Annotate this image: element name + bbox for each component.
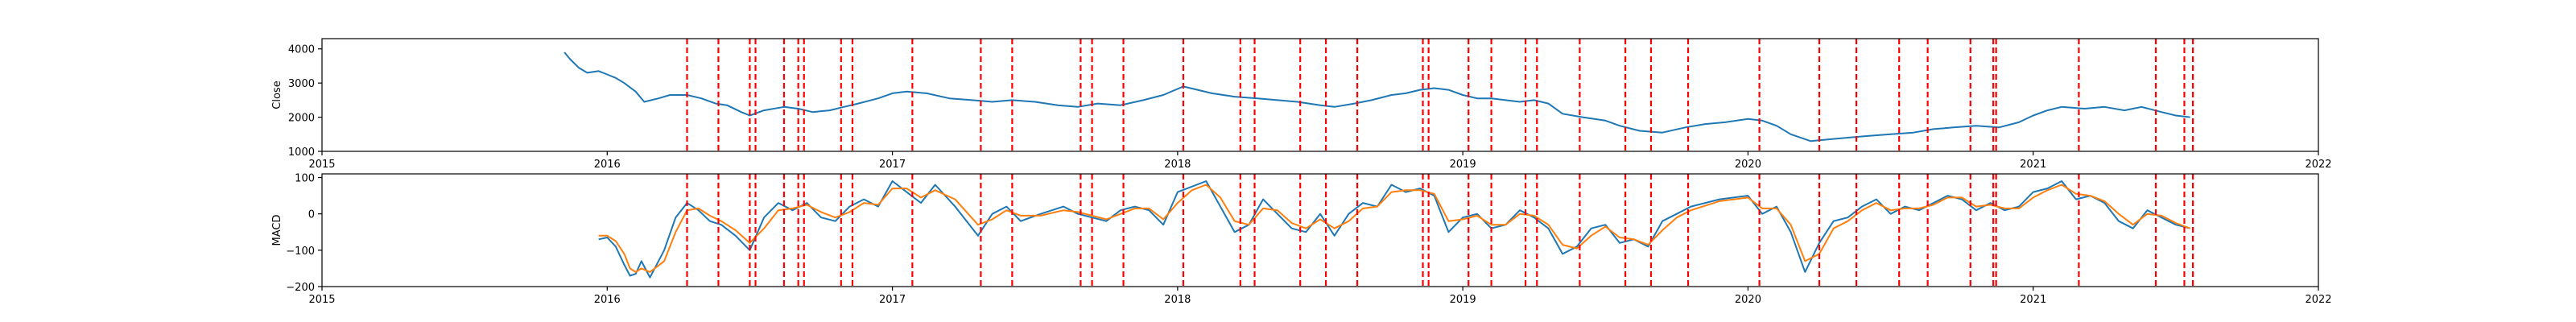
- macd-series-line-0: [598, 180, 2190, 279]
- close-x-tick-label-0: 2015: [308, 159, 335, 171]
- close-x-tick-label-7: 2022: [2305, 159, 2331, 171]
- macd-x-tick-label-1: 2016: [594, 294, 621, 306]
- close-x-tick-label-1: 2016: [594, 159, 621, 171]
- macd-y-tick-label-2: 0: [308, 209, 315, 221]
- macd-x-tick-label-5: 2020: [1735, 294, 1761, 306]
- macd-x-tick-label-2: 2017: [879, 294, 906, 306]
- macd-x-tick-label-3: 2018: [1164, 294, 1191, 306]
- close-series-line-0: [564, 52, 2190, 142]
- macd-x-tick-label-4: 2019: [1450, 294, 1476, 306]
- close-x-tick-label-2: 2017: [879, 159, 906, 171]
- macd-y-axis-label: MACD: [271, 215, 283, 246]
- close-plot-area: [564, 39, 2194, 151]
- macd-plot-area: [598, 174, 2194, 287]
- close-y-tick-label-2: 3000: [288, 78, 315, 90]
- macd-x-tick-label-0: 2015: [308, 294, 335, 306]
- close-axes-frame: [321, 38, 2319, 152]
- macd-y-tick-label-3: 100: [295, 173, 315, 185]
- close-x-tick-label-3: 2018: [1164, 159, 1191, 171]
- macd-y-tick-label-1: −100: [286, 246, 315, 258]
- close-y-tick-label-1: 2000: [288, 113, 315, 125]
- close-y-axis-label: Close: [271, 80, 283, 109]
- close-price-panel: 2015 2016 2017 2018 2019 2020 2021 2022 1000 2000…: [271, 38, 2332, 171]
- close-x-tick-label-4: 2019: [1450, 159, 1476, 171]
- macd-series-line-1: [598, 184, 2190, 273]
- macd-x-tick-label-6: 2021: [2020, 294, 2046, 306]
- close-x-tick-label-6: 2021: [2020, 159, 2046, 171]
- close-y-tick-label-0: 1000: [288, 147, 315, 159]
- macd-x-tick-label-7: 2022: [2305, 294, 2331, 306]
- macd-y-tick-label-0: −200: [286, 282, 315, 294]
- macd-panel: 2015 2016 2017 2018 2019 2020 2021 2022 −200 −100…: [271, 173, 2332, 306]
- macd-axes-frame: [321, 173, 2319, 287]
- close-x-tick-label-5: 2020: [1735, 159, 1761, 171]
- close-y-tick-label-3: 4000: [288, 44, 315, 56]
